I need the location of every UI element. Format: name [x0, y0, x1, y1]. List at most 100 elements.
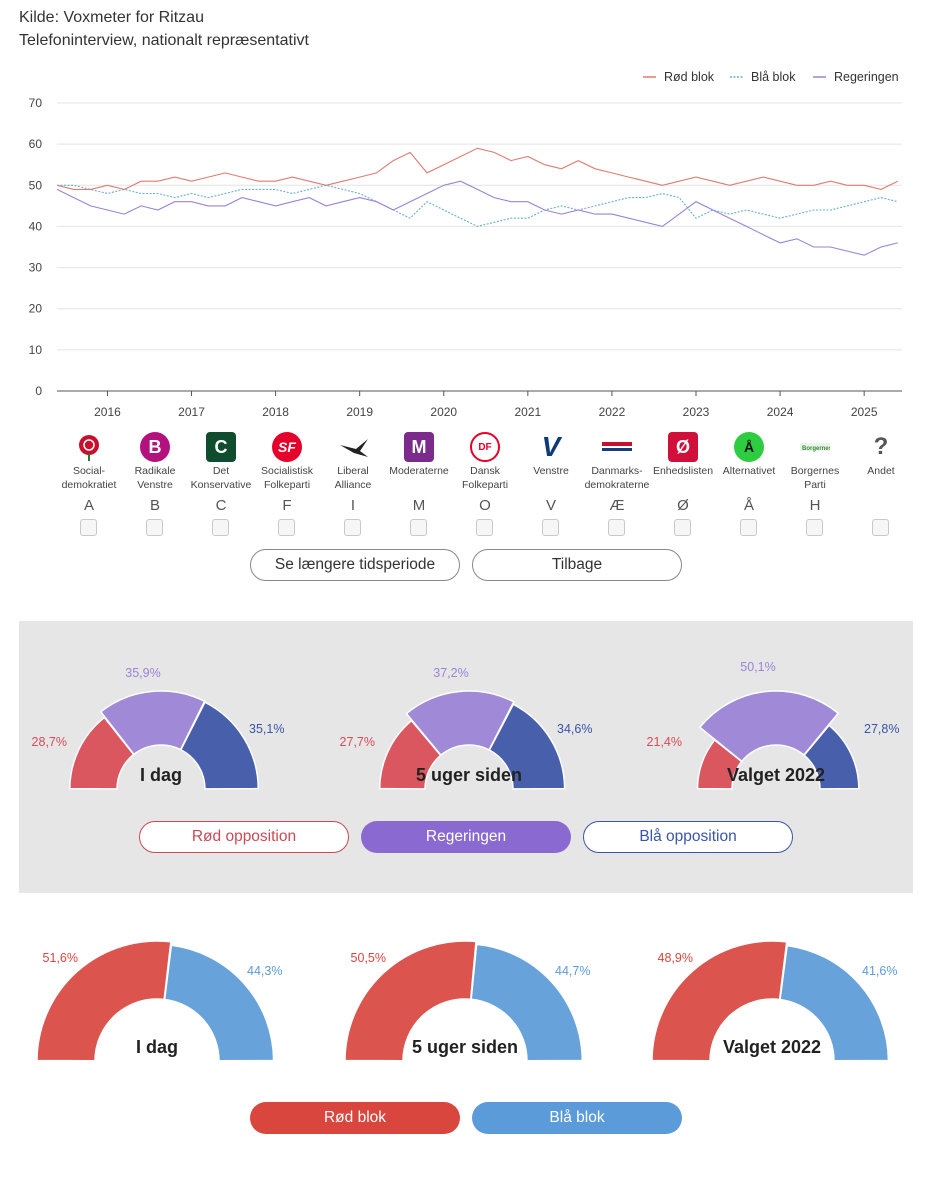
party-logo-icon: B [140, 432, 170, 462]
gauge-segment-rod [378, 719, 442, 790]
legend-rod-blok[interactable]: Rød blok [250, 1102, 460, 1134]
party-checkbox[interactable] [608, 519, 625, 536]
party-name: Borgernes Parti [790, 465, 840, 491]
gauge-title: Valget 2022 [723, 1037, 821, 1057]
party-I: Liberal Alliance [318, 432, 388, 492]
party-logo-icon: Borgernes [800, 432, 830, 462]
party-letter: B [149, 497, 160, 514]
party-name: Moderaterne [389, 465, 449, 477]
gauge-pct-bla: 44,3% [247, 964, 282, 978]
x-tick-label: 2016 [94, 405, 121, 419]
party-checkbox[interactable] [146, 519, 163, 536]
gauge-segment-bla [488, 703, 566, 790]
gauge-segment-bla [179, 701, 259, 790]
party-checkbox[interactable] [212, 519, 229, 536]
gauge-segment-bla [470, 943, 583, 1062]
party-checkbox[interactable] [410, 519, 427, 536]
party-checkbox[interactable] [674, 519, 691, 536]
y-tick-label: 10 [29, 343, 43, 357]
legend-label: Blå blok [751, 70, 796, 84]
party-checkbox[interactable] [740, 519, 757, 536]
party-checkbox[interactable] [806, 519, 823, 536]
party-name: Socialistisk Folkeparti [261, 465, 313, 491]
gauge-title: Valget 2022 [727, 765, 825, 785]
gauge-pct-bla: 44,7% [555, 964, 590, 978]
party-C: C Det Konservative [186, 432, 256, 492]
legend-bla-blok[interactable]: Blå blok [472, 1102, 682, 1134]
party-name: Alternativet [722, 465, 776, 477]
party-logo-icon: SF [272, 432, 302, 462]
party-checkbox[interactable] [476, 519, 493, 536]
gauge-pct-reg: 50,1% [740, 660, 775, 674]
gauge-segment-rod [344, 940, 477, 1062]
party-letter: M [412, 497, 426, 514]
party-letter: O [479, 497, 491, 514]
x-tick-label: 2018 [262, 405, 289, 419]
party-logo-icon: DF [470, 432, 500, 462]
party-H: Borgernes Borgernes Parti [780, 432, 850, 492]
series-line-0 [56, 147, 899, 190]
gauge-segment-bla [779, 944, 890, 1062]
longer-period-button[interactable]: Se længere tidsperiode [250, 549, 460, 581]
party-O: DF Dansk Folkeparti [450, 432, 520, 492]
y-tick-label: 40 [29, 219, 43, 233]
gauge-segment-bla [163, 944, 275, 1062]
gauge-segment-rod [36, 940, 172, 1062]
legend-regeringen[interactable]: Regeringen [361, 821, 571, 853]
back-button[interactable]: Tilbage [472, 549, 682, 581]
gauge-segment-reg [99, 690, 206, 756]
party-name: Enhedslisten [652, 465, 714, 477]
gauge-pct-reg: 37,2% [433, 666, 468, 680]
gauge-pct-rod: 51,6% [43, 951, 78, 965]
party-letter: C [215, 497, 227, 514]
y-tick-label: 30 [29, 261, 43, 275]
party-letter: Æ [609, 497, 625, 514]
svg-text:Borgernes: Borgernes [802, 446, 830, 452]
party-checkbox[interactable] [278, 519, 295, 536]
legend-bla-opposition[interactable]: Blå opposition [583, 821, 793, 853]
series-line-1 [57, 184, 898, 227]
party-name: Venstre [533, 465, 569, 477]
gauge-pct-rod: 50,5% [351, 951, 386, 965]
party-checkbox[interactable] [542, 519, 559, 536]
x-tick-label: 2020 [430, 405, 457, 419]
party-logo-icon [338, 432, 368, 462]
gauge-pct-reg: 35,9% [125, 666, 160, 680]
party-andet: ? Andet [846, 432, 916, 478]
gauge-segment-rod [651, 940, 788, 1062]
party-B: B Radikale Venstre [120, 432, 190, 492]
gauge-pct-rod: 27,7% [340, 735, 375, 749]
gauge-segment-reg [405, 690, 515, 757]
gauge-title: I dag [136, 1037, 178, 1057]
party-Æ: Danmarks-demokraterne [582, 432, 652, 492]
government-gauges: I dag 28,7% 35,9% 35,1% 5 uger siden 27,7% 37,… [32, 660, 899, 790]
gauge-pct-rod: 28,7% [32, 735, 67, 749]
party-logo-icon: M [404, 432, 434, 462]
party-M: M Moderaterne [384, 432, 454, 478]
gauge-title: 5 uger siden [416, 765, 522, 785]
gauge-segment-bla [803, 724, 860, 790]
party-checkbox[interactable] [344, 519, 361, 536]
source-line: Kilde: Voxmeter for Ritzau [19, 9, 204, 26]
gauge-pct-bla: 41,6% [862, 964, 897, 978]
gauge-segment-reg [698, 690, 840, 763]
legend-label: Rød blok [664, 70, 715, 84]
x-tick-label: 2019 [346, 405, 373, 419]
party-checkbox[interactable] [872, 519, 889, 536]
gauge-title: I dag [140, 765, 182, 785]
party-letter: Å [743, 497, 754, 514]
gauge-pct-bla: 27,8% [864, 722, 899, 736]
party-A: Social-demokratiet [54, 432, 124, 492]
gauge-pct-bla: 34,6% [557, 722, 592, 736]
party-logo-icon [602, 432, 632, 462]
series-line-2 [56, 180, 898, 256]
party-name: Det Konservative [190, 465, 252, 491]
method-line: Telefoninterview, nationalt repræsentati… [19, 32, 309, 49]
legend-rod-opposition[interactable]: Rød opposition [139, 821, 349, 853]
party-logo-icon [74, 432, 104, 462]
y-tick-label: 50 [29, 178, 43, 192]
x-tick-label: 2024 [767, 405, 794, 419]
party-checkbox[interactable] [80, 519, 97, 536]
y-tick-label: 20 [29, 302, 43, 316]
party-letter: V [545, 497, 556, 514]
